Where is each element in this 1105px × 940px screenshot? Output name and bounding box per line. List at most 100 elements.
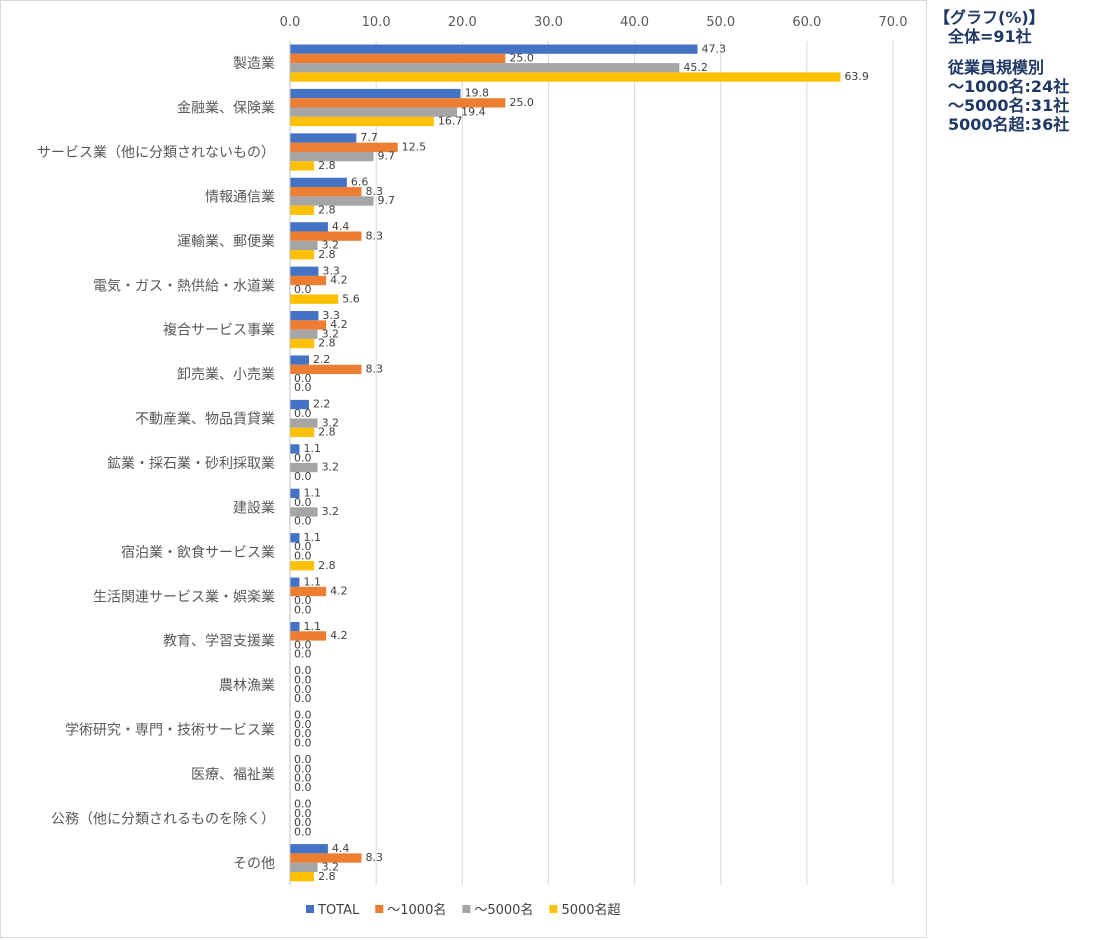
category-label: 金融業、保険業	[177, 101, 275, 117]
bar	[290, 844, 328, 854]
data-label: 2.2	[313, 398, 331, 411]
category-label: 運輸業、郵便業	[177, 234, 275, 250]
bar	[290, 177, 347, 188]
data-label: 2.8	[318, 203, 336, 216]
legend-swatch	[375, 905, 384, 913]
category-label: 鉱業・採石業・砂利採取業	[107, 455, 275, 472]
bar	[290, 586, 327, 597]
bar	[290, 871, 315, 882]
bar	[290, 205, 315, 215]
bar	[290, 329, 318, 339]
data-label: 0.0	[294, 727, 312, 740]
category-label: 複合サービス事業	[163, 322, 275, 339]
legend-swatch	[306, 905, 314, 913]
data-label: 0.0	[294, 603, 312, 616]
bar	[290, 63, 680, 73]
category-label: 電気・ガス・熱供給・水道業	[93, 278, 275, 294]
data-label: 4.4	[332, 220, 350, 233]
category-label: 不動産業、物品賃貸業	[135, 412, 275, 428]
bar	[290, 187, 362, 197]
data-label: 0.0	[294, 451, 312, 464]
data-label: 4.2	[330, 585, 348, 598]
category-label: 学術研究・専門・技術サービス業	[65, 723, 275, 739]
bar	[290, 107, 458, 117]
bar	[290, 355, 309, 365]
data-label: 4.2	[330, 318, 348, 331]
data-label: 0.0	[294, 718, 312, 731]
data-label: 19.8	[465, 87, 490, 100]
legend-swatch	[549, 905, 558, 913]
data-label: 8.3	[365, 363, 383, 376]
note-line: ～1000名:24社	[948, 77, 1070, 96]
data-label: 9.7	[378, 194, 396, 207]
bar	[290, 621, 300, 632]
data-label: 4.2	[330, 274, 348, 287]
data-label: 2.2	[313, 353, 331, 366]
data-label: 1.1	[303, 620, 321, 633]
data-label: 0.0	[294, 797, 312, 810]
bar	[290, 44, 698, 54]
bar	[290, 294, 339, 304]
bar	[290, 161, 315, 171]
category-label: 情報通信業	[205, 189, 275, 205]
data-label: 0.0	[294, 381, 312, 394]
data-label: 0.0	[294, 709, 312, 722]
data-label: 5.6	[342, 292, 360, 305]
note-line: ～5000名:31社	[948, 96, 1070, 115]
bar	[290, 418, 318, 428]
data-label: 0.0	[294, 816, 312, 829]
x-tick-label: 50.0	[706, 15, 735, 30]
legend-label: 5000名超	[561, 902, 620, 918]
legend-swatch	[462, 905, 471, 913]
data-label: 2.8	[318, 870, 336, 883]
data-label: 9.7	[378, 150, 396, 163]
data-label: 16.7	[438, 115, 463, 128]
bar	[290, 250, 315, 260]
bar	[290, 462, 318, 473]
bar-chart: 0.0 10.0 20.0 30.0 40.0 50.0 60.0 70.0 製造業金融業、保…	[37, 15, 907, 918]
data-label: 2.8	[318, 159, 336, 172]
data-label: 0.0	[294, 737, 312, 750]
bar	[290, 88, 461, 99]
bar	[290, 142, 398, 152]
data-label: 0.0	[294, 781, 312, 794]
data-label: 25.0	[509, 52, 534, 65]
data-label: 3.3	[322, 264, 340, 277]
bar	[290, 853, 362, 863]
bar	[290, 53, 506, 64]
x-tick-label: 10.0	[362, 15, 391, 30]
data-label: 3.2	[322, 860, 340, 873]
data-label: 0.0	[294, 496, 312, 509]
data-label: 0.0	[294, 683, 312, 696]
bar	[290, 72, 841, 82]
data-label: 0.0	[294, 648, 312, 661]
data-label: 8.3	[365, 185, 383, 198]
data-label: 3.2	[322, 505, 340, 518]
data-label: 0.0	[294, 283, 312, 296]
data-label: 0.0	[294, 825, 312, 838]
bar	[290, 151, 374, 162]
data-label: 2.8	[318, 337, 336, 350]
category-label: 公務（他に分類されるものを除く）	[51, 811, 275, 827]
note-title: 【グラフ(%)】	[934, 8, 1045, 27]
bar	[290, 266, 319, 276]
axis-layer: 0.0 10.0 20.0 30.0 40.0 50.0 60.0 70.0	[280, 15, 907, 885]
bar	[290, 561, 315, 571]
category-label: 宿泊業・飲食サービス業	[121, 544, 275, 561]
data-label: 0.0	[294, 772, 312, 785]
note-total: 全体=91社	[948, 27, 1032, 46]
data-label: 0.0	[294, 807, 312, 820]
bar	[290, 399, 309, 410]
data-label: 0.0	[294, 470, 312, 483]
bar	[290, 222, 328, 232]
bar-layer	[290, 44, 841, 882]
side-note: 【グラフ(%)】 全体=91社 従業員規模別 ～1000名:24社 ～5000名…	[934, 8, 1102, 134]
x-tick-label: 60.0	[792, 15, 821, 30]
data-label: 63.9	[844, 70, 869, 83]
bar	[290, 240, 318, 251]
legend-label: ～1000名	[387, 902, 446, 918]
data-label: 4.2	[330, 629, 348, 642]
data-label: 8.3	[365, 851, 383, 864]
data-label: 0.0	[294, 692, 312, 705]
data-label: 1.1	[303, 531, 321, 544]
